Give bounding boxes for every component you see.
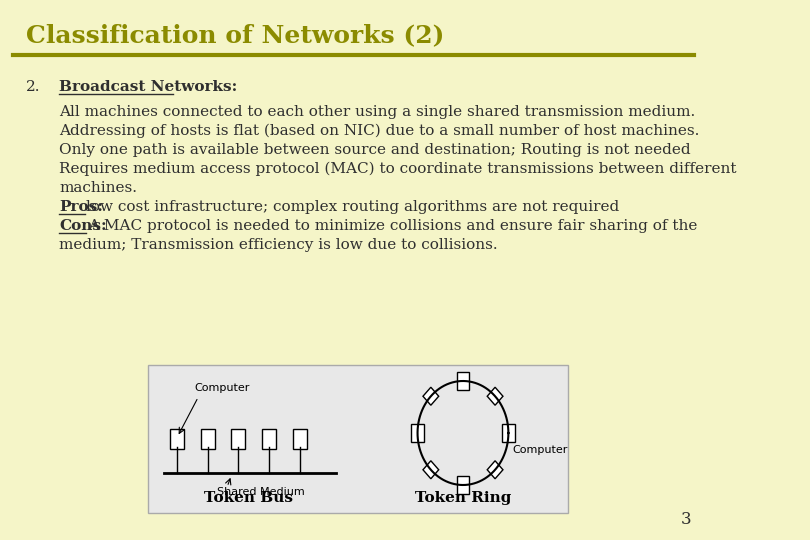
Text: Computer: Computer xyxy=(194,383,249,393)
Polygon shape xyxy=(488,461,503,479)
Bar xyxy=(170,429,185,449)
Text: Cons:: Cons: xyxy=(59,219,107,233)
Text: 3: 3 xyxy=(681,511,692,528)
Bar xyxy=(502,424,514,442)
Text: medium; Transmission efficiency is low due to collisions.: medium; Transmission efficiency is low d… xyxy=(59,238,498,252)
Bar xyxy=(411,424,424,442)
Text: Computer: Computer xyxy=(512,445,567,455)
Text: Only one path is available between source and destination; Routing is not needed: Only one path is available between sourc… xyxy=(59,143,691,157)
Bar xyxy=(232,429,245,449)
Text: Broadcast Networks:: Broadcast Networks: xyxy=(59,80,237,94)
Bar xyxy=(262,429,276,449)
Text: low cost infrastructure; complex routing algorithms are not required: low cost infrastructure; complex routing… xyxy=(87,200,620,214)
Text: Pros:: Pros: xyxy=(59,200,103,214)
Bar xyxy=(457,372,469,390)
Text: Token Ring: Token Ring xyxy=(415,491,511,505)
Bar xyxy=(148,365,568,513)
Bar xyxy=(292,429,307,449)
Text: Addressing of hosts is flat (based on NIC) due to a small number of host machine: Addressing of hosts is flat (based on NI… xyxy=(59,124,700,138)
Text: A MAC protocol is needed to minimize collisions and ensure fair sharing of the: A MAC protocol is needed to minimize col… xyxy=(88,219,697,233)
Text: 2.: 2. xyxy=(26,80,40,94)
Polygon shape xyxy=(488,387,503,405)
Text: All machines connected to each other using a single shared transmission medium.: All machines connected to each other usi… xyxy=(59,105,696,119)
Polygon shape xyxy=(423,387,439,405)
Text: Requires medium access protocol (MAC) to coordinate transmissions between differ: Requires medium access protocol (MAC) to… xyxy=(59,162,737,177)
Polygon shape xyxy=(423,461,439,479)
Text: Token Bus: Token Bus xyxy=(204,491,293,505)
Bar xyxy=(457,476,469,494)
Text: Shared Medium: Shared Medium xyxy=(216,487,305,497)
Text: machines.: machines. xyxy=(59,181,138,195)
Text: Classification of Networks (2): Classification of Networks (2) xyxy=(26,23,445,47)
Bar xyxy=(201,429,215,449)
